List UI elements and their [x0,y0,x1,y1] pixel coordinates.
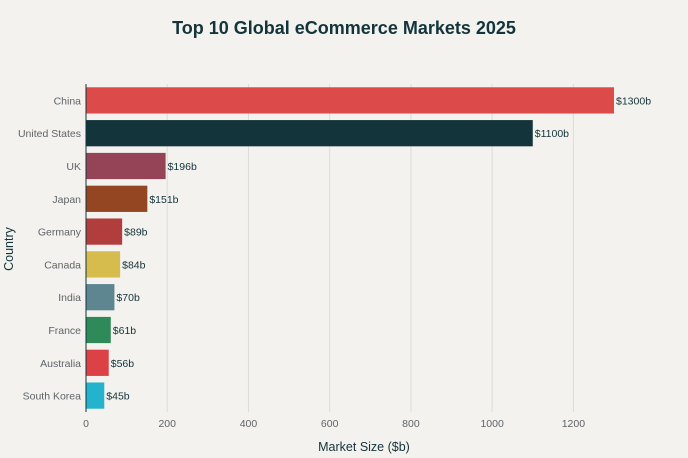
data-label: $70b [116,292,140,304]
bars [86,87,614,409]
x-axis-title: Market Size ($b) [318,440,410,454]
category-label: India [58,292,81,304]
bar [86,316,111,344]
x-tick-label: 600 [321,418,339,430]
bar [86,251,121,278]
bar [86,349,109,376]
x-tick-label: 200 [158,418,176,430]
data-label: $196b [168,161,197,173]
chart-title: Top 10 Global eCommerce Markets 2025 [172,18,516,38]
data-label: $61b [113,325,137,337]
category-label: United States [18,128,81,140]
data-label: $56b [111,358,135,370]
x-tick-label: 0 [83,418,89,430]
data-labels: $1300b $1100b $196b $151b $89b $84b $70b $61b $5… [106,95,651,402]
category-label: Canada [44,259,81,271]
bar [86,185,148,212]
x-tick-label: 800 [402,418,420,430]
data-label: $89b [124,227,148,239]
bar [86,87,614,114]
bar [86,218,123,245]
category-label: UK [66,161,81,173]
data-label: $1300b [616,95,651,107]
x-tick-label: 1200 [562,418,586,430]
y-axis-title: Country [2,226,16,271]
category-label: Germany [38,227,82,239]
category-label: China [54,95,82,107]
x-tick-label: 400 [240,418,258,430]
data-label: $84b [122,259,146,271]
category-label: France [48,325,81,337]
bar [86,120,533,147]
category-label: Japan [52,194,81,206]
data-label: $151b [149,194,178,206]
category-label: South Korea [23,391,82,403]
category-label: Australia [40,358,81,370]
data-label: $1100b [535,128,569,140]
category-labels: China United States UK Japan Germany Canada In… [18,95,82,402]
bar [86,382,105,409]
data-label: $45b [106,391,130,403]
bar [86,284,115,311]
x-tick-label: 1000 [480,418,504,430]
bar [86,152,166,180]
x-tick-labels: 0 200 400 600 800 1000 1200 [83,418,585,430]
